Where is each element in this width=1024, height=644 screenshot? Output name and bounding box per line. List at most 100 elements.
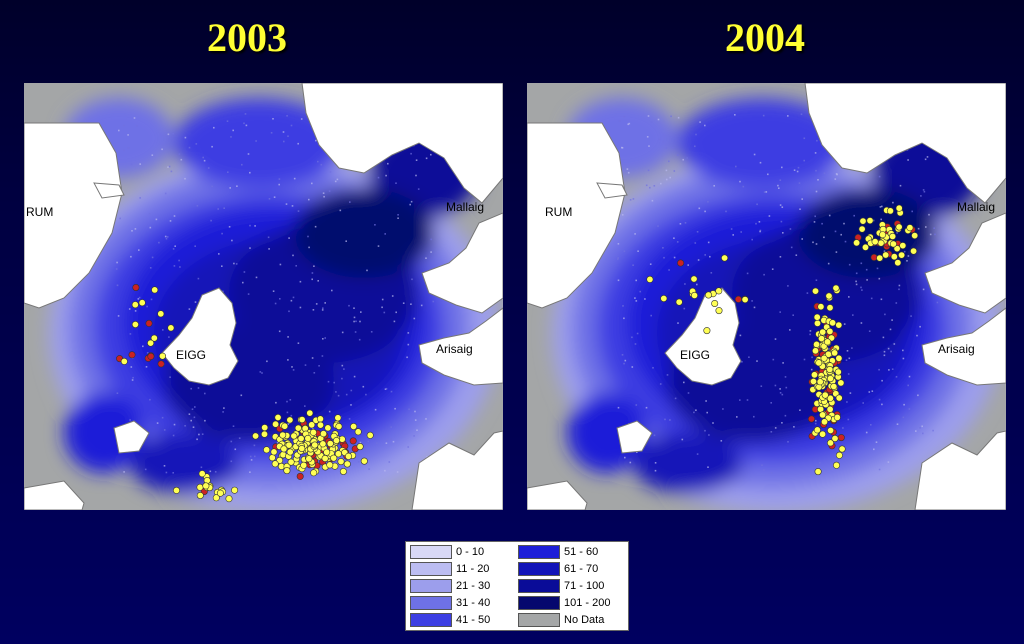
survey-point-yellow [335, 422, 343, 430]
survey-point-yellow [853, 239, 861, 247]
density-speckle [138, 296, 141, 299]
survey-point-yellow [309, 428, 317, 436]
density-speckle [812, 241, 814, 244]
density-speckle [228, 226, 231, 228]
survey-point-yellow [910, 247, 918, 255]
density-speckle [734, 114, 736, 116]
legend-swatch [518, 545, 560, 559]
density-speckle [779, 256, 782, 258]
density-speckle [815, 169, 817, 172]
survey-point-red [145, 319, 153, 327]
density-speckle [362, 385, 365, 388]
density-zone [174, 98, 344, 188]
density-speckle [150, 298, 153, 301]
survey-point-yellow [886, 207, 894, 215]
density-speckle [123, 471, 125, 473]
density-speckle [793, 426, 795, 428]
density-speckle [789, 329, 791, 331]
density-speckle [741, 361, 743, 363]
place-label-mallaig: Mallaig [446, 200, 484, 214]
density-speckle [348, 418, 351, 420]
density-speckle [827, 348, 830, 350]
density-speckle [781, 422, 783, 424]
density-speckle [676, 241, 679, 243]
density-speckle [282, 131, 285, 133]
survey-point-yellow [831, 349, 839, 357]
density-speckle [211, 185, 213, 188]
survey-point-red [132, 284, 140, 292]
density-speckle [172, 132, 175, 135]
density-speckle [650, 314, 652, 317]
density-speckle [241, 163, 243, 166]
density-speckle [190, 419, 192, 422]
survey-point-yellow [866, 217, 874, 225]
density-speckle [274, 302, 277, 305]
density-speckle [353, 375, 356, 378]
density-speckle [324, 302, 326, 304]
density-zone [632, 433, 742, 493]
density-speckle [278, 183, 280, 186]
survey-point-yellow [300, 461, 308, 469]
density-speckle [116, 261, 118, 264]
density-speckle [287, 336, 289, 338]
density-speckle [172, 434, 175, 437]
survey-point-yellow [861, 243, 869, 251]
survey-point-yellow [830, 382, 838, 390]
density-speckle [795, 254, 798, 256]
density-speckle [835, 173, 838, 175]
density-speckle [624, 456, 626, 459]
density-speckle [774, 384, 777, 387]
density-speckle [659, 383, 662, 385]
density-speckle [707, 466, 709, 468]
survey-point-yellow [895, 223, 903, 231]
density-speckle [292, 296, 295, 299]
density-speckle [813, 221, 816, 223]
density-speckle [868, 391, 871, 393]
density-speckle [823, 236, 825, 239]
density-speckle [646, 136, 649, 138]
survey-point-yellow [151, 286, 159, 294]
density-speckle [383, 311, 386, 314]
density-speckle [127, 147, 130, 149]
density-speckle [367, 440, 370, 443]
density-speckle [654, 462, 657, 464]
density-speckle [155, 218, 158, 221]
density-speckle [781, 206, 784, 208]
density-speckle [851, 347, 853, 349]
density-speckle [774, 338, 777, 340]
density-speckle [627, 123, 629, 126]
density-speckle [669, 419, 671, 421]
density-speckle [926, 156, 929, 158]
density-speckle [676, 154, 679, 156]
density-speckle [844, 240, 847, 243]
density-speckle [162, 329, 164, 331]
density-speckle [355, 320, 357, 323]
density-speckle [267, 236, 270, 239]
density-speckle [290, 124, 293, 127]
density-speckle [922, 288, 925, 291]
density-speckle [151, 154, 154, 156]
density-speckle [662, 140, 665, 143]
density-speckle [377, 245, 380, 247]
density-speckle [192, 426, 195, 428]
density-speckle [816, 139, 818, 142]
density-speckle [222, 411, 224, 413]
density-speckle [163, 429, 166, 431]
legend-label: 11 - 20 [456, 563, 490, 575]
density-speckle [227, 171, 229, 173]
density-speckle [211, 145, 213, 148]
density-speckle [618, 120, 621, 122]
survey-point-red [128, 351, 136, 359]
survey-point-yellow [196, 491, 204, 499]
survey-point-yellow [332, 436, 340, 444]
density-speckle [621, 354, 624, 356]
density-speckle [233, 262, 235, 265]
density-speckle [920, 195, 922, 197]
density-speckle [328, 190, 331, 192]
density-speckle [806, 292, 809, 294]
legend-swatch [410, 545, 452, 559]
density-speckle [681, 438, 684, 441]
legend-swatch [410, 613, 452, 627]
density-speckle [770, 472, 773, 474]
density-speckle [746, 399, 749, 401]
